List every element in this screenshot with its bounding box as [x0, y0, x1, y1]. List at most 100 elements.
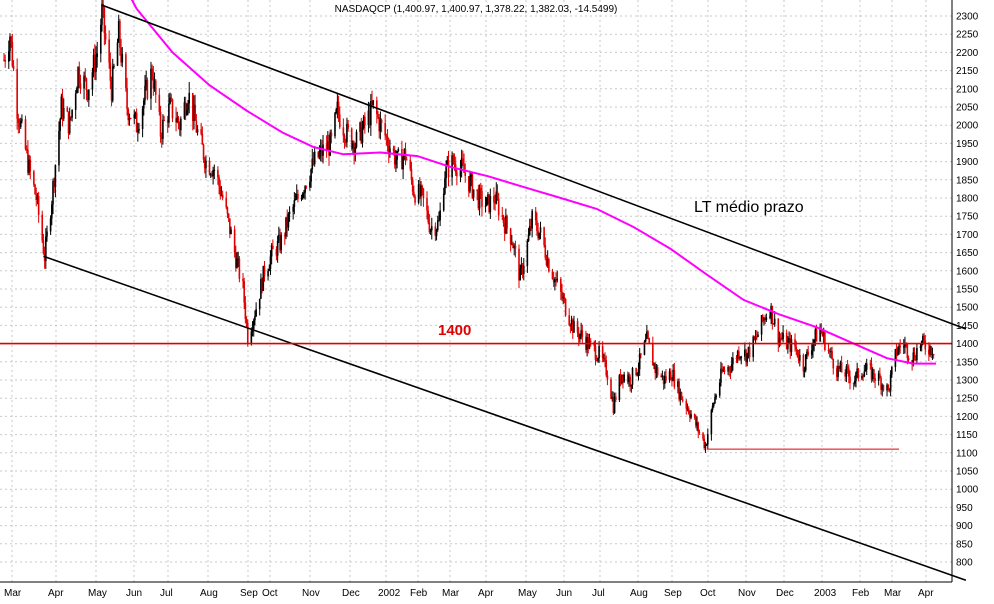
price-bar	[413, 185, 415, 198]
price-bar	[263, 260, 266, 282]
price-bar	[595, 355, 598, 362]
price-bar	[715, 393, 717, 400]
price-bar	[836, 365, 838, 381]
price-bar	[555, 272, 557, 287]
price-bar	[464, 163, 467, 183]
price-bar	[376, 96, 378, 124]
price-bar	[588, 333, 591, 350]
price-bar	[297, 189, 299, 203]
price-bar	[887, 384, 890, 392]
price-bar	[301, 191, 304, 200]
price-bar	[899, 339, 901, 354]
price-bar	[522, 258, 525, 281]
x-tick-label: Mar	[442, 588, 460, 599]
price-bar	[255, 302, 257, 318]
price-bar	[704, 441, 707, 453]
price-bar	[435, 228, 438, 241]
price-bar	[141, 105, 144, 138]
price-bar	[219, 180, 222, 200]
price-bar	[531, 208, 533, 238]
price-bar	[660, 373, 662, 378]
price-bar	[773, 311, 776, 327]
price-bar	[597, 357, 599, 363]
price-bar	[763, 317, 765, 326]
price-bar	[195, 113, 198, 133]
price-bar	[757, 331, 759, 338]
price-bar	[330, 129, 333, 144]
price-bar	[880, 375, 882, 395]
price-bar	[193, 95, 195, 130]
price-bar	[703, 434, 706, 451]
price-bar	[610, 377, 612, 400]
price-bar	[338, 106, 341, 130]
price-bar	[208, 157, 211, 176]
price-bar	[782, 325, 784, 343]
price-bar	[847, 364, 850, 384]
price-bar	[135, 108, 138, 133]
price-bar	[802, 353, 805, 378]
price-bar	[99, 18, 102, 63]
price-bar	[747, 346, 750, 359]
y-tick-label: 2000	[956, 121, 979, 132]
price-bar	[501, 206, 504, 221]
price-bar	[870, 357, 873, 383]
price-bar	[409, 154, 412, 172]
price-bar	[310, 168, 312, 188]
price-bar	[855, 371, 857, 388]
price-bar	[746, 352, 749, 367]
price-bar	[119, 18, 121, 56]
price-bar	[86, 89, 89, 103]
price-bar	[10, 35, 12, 48]
price-bar	[614, 392, 617, 403]
price-bar	[812, 338, 814, 358]
price-bar	[3, 53, 5, 62]
price-bar	[129, 117, 132, 120]
price-bar	[45, 228, 47, 269]
price-bar	[765, 313, 768, 323]
price-bar	[321, 139, 323, 162]
price-bar	[695, 414, 697, 429]
price-bar	[386, 129, 389, 152]
price-bar	[789, 332, 792, 359]
price-bar	[521, 263, 524, 279]
price-bar	[760, 314, 763, 342]
price-bar	[268, 264, 271, 272]
price-bar	[254, 310, 256, 326]
price-bar	[58, 121, 60, 172]
x-tick-label: Jul	[592, 588, 605, 599]
y-tick-label: 1150	[956, 430, 978, 441]
price-bar	[874, 373, 876, 388]
price-bar	[612, 391, 615, 416]
price-bar	[710, 408, 713, 441]
y-tick-label: 1800	[956, 194, 979, 205]
y-tick-label: 800	[956, 558, 973, 569]
price-bar	[605, 355, 608, 378]
price-bar	[113, 63, 115, 69]
price-bar	[886, 383, 888, 397]
y-tick-label: 1000	[956, 485, 979, 496]
price-bar	[711, 402, 714, 413]
price-bar	[648, 337, 651, 344]
price-bar	[116, 38, 119, 67]
price-bar	[213, 164, 216, 180]
price-bar	[354, 142, 357, 162]
y-tick-label: 2100	[956, 84, 979, 95]
price-bar	[429, 228, 432, 235]
price-bar	[638, 347, 641, 376]
price-bar	[604, 352, 606, 368]
price-bar	[393, 145, 396, 169]
price-bar	[325, 135, 328, 158]
price-bar	[527, 227, 530, 242]
price-bar	[788, 331, 790, 344]
price-bar	[104, 25, 107, 45]
price-bar	[168, 93, 170, 128]
price-bar	[66, 106, 69, 112]
price-bar	[679, 388, 682, 406]
price-bar	[640, 353, 642, 359]
price-bar	[212, 166, 214, 185]
price-bar	[389, 139, 391, 158]
price-bar	[346, 117, 348, 148]
price-bar	[672, 364, 674, 382]
price-bar	[889, 370, 892, 397]
price-bar	[295, 184, 298, 201]
